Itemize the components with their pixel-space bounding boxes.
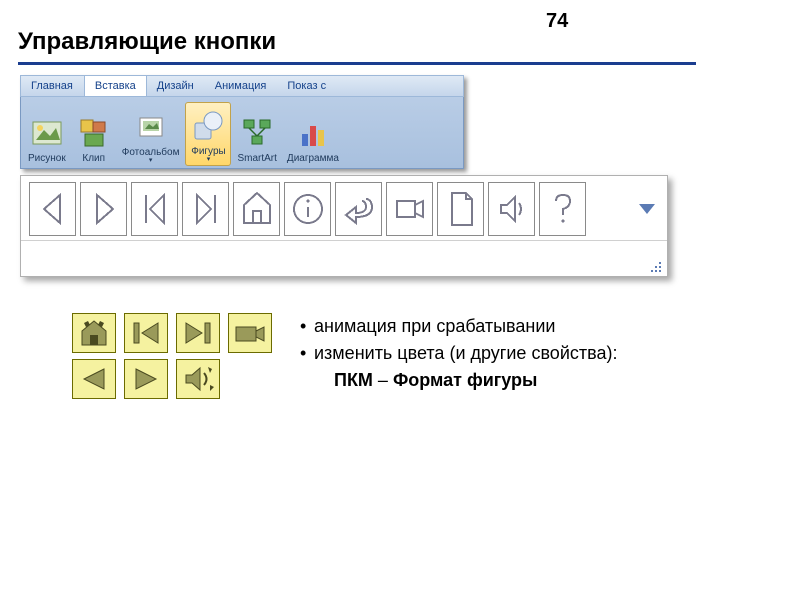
- page-title: Управляющие кнопки: [18, 28, 276, 56]
- shapes-footer: [21, 240, 667, 276]
- tab-дизайн[interactable]: Дизайн: [147, 76, 205, 96]
- end-icon: [187, 187, 225, 231]
- chevron-down-icon: [639, 204, 655, 214]
- shape-help-button[interactable]: [539, 182, 586, 236]
- tab-вставка[interactable]: Вставка: [84, 76, 147, 96]
- shapes-icon: [190, 108, 226, 144]
- ribbon-photoalbum-button[interactable]: Фотоальбом▾: [118, 102, 184, 166]
- shapes-gallery-panel: [20, 175, 668, 277]
- shape-movie-button[interactable]: [386, 182, 433, 236]
- shape-info-button[interactable]: [284, 182, 331, 236]
- shape-document-button[interactable]: [437, 182, 484, 236]
- ribbon-button-label: Рисунок: [28, 153, 66, 164]
- ribbon-tabstrip: ГлавнаяВставкаДизайнАнимацияПоказ с: [20, 75, 464, 97]
- ribbon-button-label: Клип: [82, 153, 105, 164]
- tab-анимация[interactable]: Анимация: [205, 76, 278, 96]
- action-movie-button[interactable]: [228, 313, 272, 353]
- back-icon: [76, 363, 112, 395]
- ribbon-chart-button[interactable]: Диаграмма: [283, 102, 343, 166]
- ribbon-body: Рисунок Клип Фотоальбом▾Фигуры▾ SmartArt Диа…: [20, 97, 464, 169]
- page-number: 74: [546, 10, 568, 33]
- shape-home-button[interactable]: [233, 182, 280, 236]
- action-sound-button[interactable]: [176, 359, 220, 399]
- info-icon: [289, 187, 327, 231]
- help-icon: [544, 187, 582, 231]
- shapes-row: [21, 176, 667, 240]
- photoalbum-icon: [133, 109, 169, 145]
- action-begin-button[interactable]: [124, 313, 168, 353]
- ribbon-clip-button[interactable]: Клип: [72, 102, 116, 166]
- ribbon-smartart-button[interactable]: SmartArt: [233, 102, 280, 166]
- next-icon: [85, 187, 123, 231]
- clip-icon: [76, 115, 112, 151]
- action-next-button[interactable]: [124, 359, 168, 399]
- chart-icon: [295, 115, 331, 151]
- action-end-button[interactable]: [176, 313, 220, 353]
- shape-back-button[interactable]: [29, 182, 76, 236]
- bullet-item: •анимация при срабатывании: [300, 313, 617, 340]
- dropdown-caret-icon: ▾: [149, 158, 153, 164]
- home-icon: [76, 317, 112, 349]
- shape-sound-button[interactable]: [488, 182, 535, 236]
- next-icon: [128, 363, 164, 395]
- shape-end-button[interactable]: [182, 182, 229, 236]
- movie-icon: [391, 187, 429, 231]
- bullet-indent: ПКМ – Формат фигуры: [334, 367, 617, 394]
- tab-показ с[interactable]: Показ с: [277, 76, 337, 96]
- action-back-button[interactable]: [72, 359, 116, 399]
- tab-главная[interactable]: Главная: [21, 76, 84, 96]
- resize-grip-icon[interactable]: [649, 260, 661, 272]
- shape-return-button[interactable]: [335, 182, 382, 236]
- smartart-icon: [239, 115, 275, 151]
- document-icon: [442, 187, 480, 231]
- ribbon-shapes-button[interactable]: Фигуры▾: [185, 102, 231, 166]
- title-underline: [18, 62, 696, 65]
- back-icon: [34, 187, 72, 231]
- sound-icon: [493, 187, 531, 231]
- movie-icon: [232, 317, 268, 349]
- gallery-expand[interactable]: [639, 204, 659, 214]
- shape-next-button[interactable]: [80, 182, 127, 236]
- notes: •анимация при срабатывании •изменить цве…: [300, 313, 617, 394]
- ribbon: ГлавнаяВставкаДизайнАнимацияПоказ с Рису…: [20, 75, 464, 169]
- shape-begin-button[interactable]: [131, 182, 178, 236]
- dropdown-caret-icon: ▾: [207, 157, 211, 163]
- begin-icon: [136, 187, 174, 231]
- picture-icon: [29, 115, 65, 151]
- ribbon-button-label: Диаграмма: [287, 153, 339, 164]
- ribbon-picture-button[interactable]: Рисунок: [24, 102, 70, 166]
- bullet-item: •изменить цвета (и другие свойства):: [300, 340, 617, 367]
- action-button-grid: [72, 313, 272, 399]
- end-icon: [180, 317, 216, 349]
- home-icon: [238, 187, 276, 231]
- sound-icon: [180, 363, 216, 395]
- ribbon-button-label: SmartArt: [237, 153, 276, 164]
- action-home-button[interactable]: [72, 313, 116, 353]
- return-icon: [340, 187, 378, 231]
- begin-icon: [128, 317, 164, 349]
